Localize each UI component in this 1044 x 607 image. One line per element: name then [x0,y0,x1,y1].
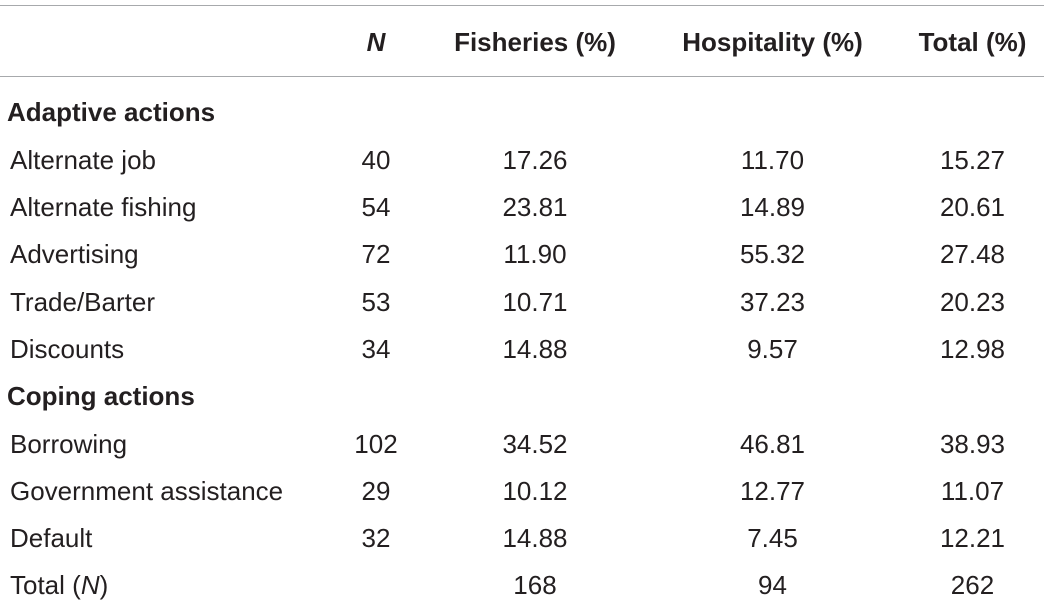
row-total: 12.21 [939,523,1006,553]
row-n: 34 [361,334,391,364]
row-fisheries: 23.81 [502,192,568,222]
row-hospitality: 12.77 [739,476,806,506]
total-hospitality: 94 [758,570,787,600]
row-total: 12.98 [939,334,1006,364]
row-label: Discounts [10,334,125,364]
row-total: 20.23 [939,287,1006,317]
total-fisheries: 168 [513,570,557,600]
total-label-suffix: ) [99,570,109,600]
row-label: Government assistance [10,476,284,506]
row-total: 27.48 [939,239,1006,269]
header-fisheries: Fisheries (%) [454,27,616,57]
row-label: Default [10,523,93,553]
row-label: Alternate fishing [10,192,197,222]
row-n: 32 [361,523,391,553]
row-label: Trade/Barter [10,287,155,317]
row-fisheries: 14.88 [502,334,568,364]
section-title-adaptive: Adaptive actions [7,97,216,127]
row-fisheries: 14.88 [502,523,568,553]
row-hospitality: 7.45 [747,523,798,553]
total-row-label: Total (N) [10,570,108,600]
total-label-prefix: Total ( [10,570,81,600]
top-rule [0,5,1044,7]
row-label: Advertising [10,239,139,269]
row-hospitality: 11.70 [740,145,805,175]
row-n: 53 [361,287,391,317]
row-total: 38.93 [939,429,1006,459]
row-hospitality: 9.57 [747,334,798,364]
header-total: Total (%) [918,27,1027,57]
row-hospitality: 14.89 [739,192,806,222]
row-fisheries: 10.71 [502,287,568,317]
row-n: 102 [354,429,398,459]
row-n: 72 [361,239,391,269]
row-total: 15.27 [939,145,1006,175]
row-n: 29 [361,476,391,506]
row-hospitality: 37.23 [739,287,806,317]
header-n: N [366,27,386,57]
row-hospitality: 46.81 [739,429,806,459]
row-fisheries: 10.12 [502,476,568,506]
row-n: 54 [361,192,391,222]
header-rule [0,76,1044,78]
header-hospitality: Hospitality (%) [682,27,863,57]
total-label-n: N [80,570,100,600]
row-hospitality: 55.32 [739,239,806,269]
section-title-coping: Coping actions [7,381,195,411]
row-label: Borrowing [10,429,128,459]
row-n: 40 [361,145,391,175]
row-total: 20.61 [939,192,1006,222]
row-label: Alternate job [10,145,156,175]
row-fisheries: 34.52 [502,429,568,459]
row-fisheries: 17.26 [502,145,568,175]
row-fisheries: 11.90 [503,239,567,269]
total-total: 262 [950,570,995,600]
row-total: 11.07 [940,476,1005,506]
